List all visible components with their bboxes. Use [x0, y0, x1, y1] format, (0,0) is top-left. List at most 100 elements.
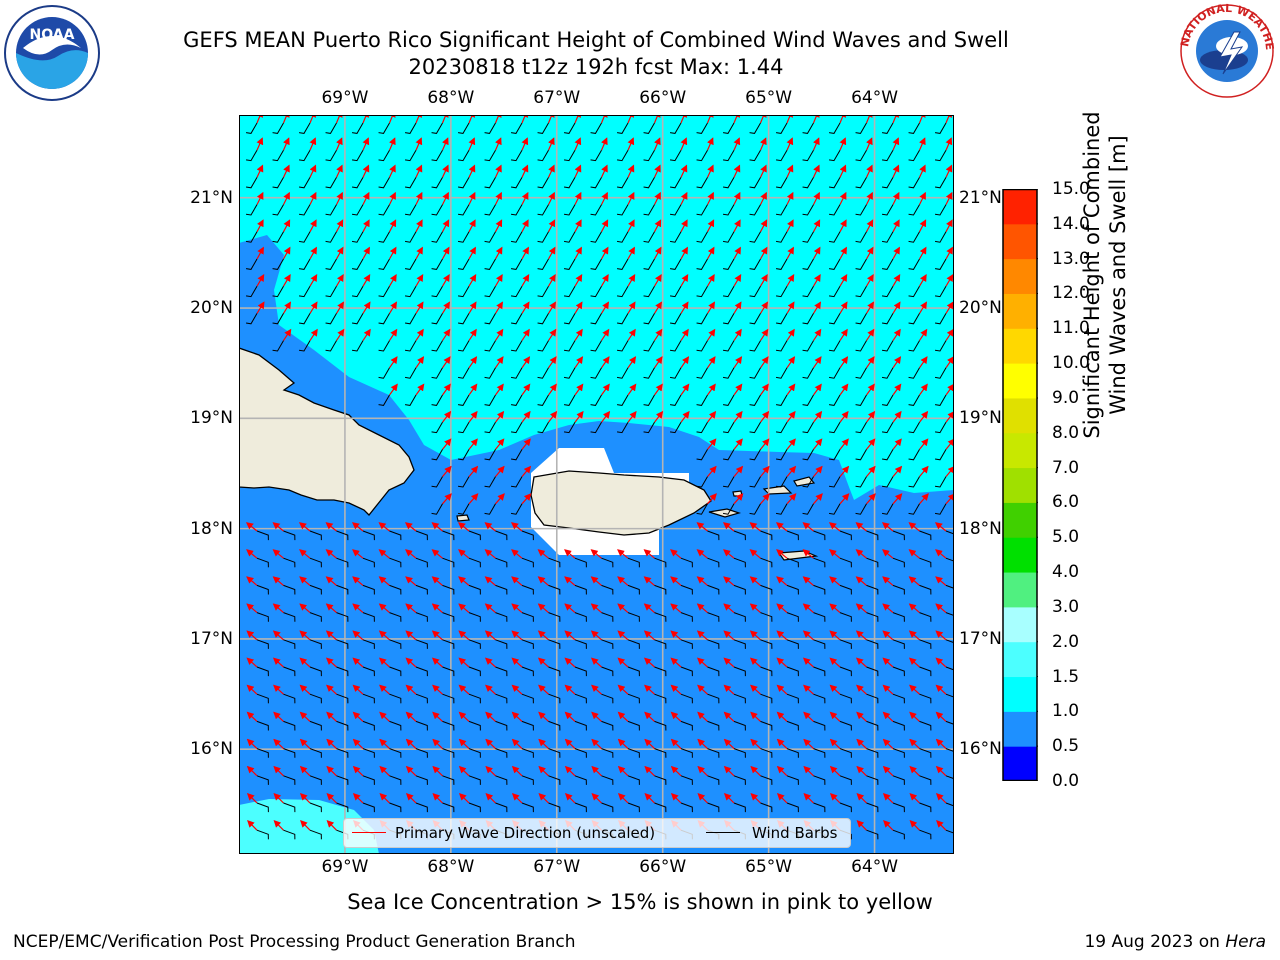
wind-barb [881, 258, 894, 270]
colorbar-tick-label: 13.0 [1052, 248, 1090, 269]
wind-barb [484, 367, 496, 379]
wind-barb [881, 149, 894, 162]
wind-barb [892, 557, 905, 568]
wind-barb [934, 258, 947, 270]
wind-barb [495, 775, 508, 785]
wave-direction-arrow [273, 711, 284, 722]
wave-direction-arrow [335, 273, 344, 287]
wave-direction-arrow [564, 603, 576, 614]
wind-barb [733, 720, 746, 731]
wind-barb [934, 231, 947, 243]
wind-barb [548, 557, 561, 568]
wind-barb [802, 503, 814, 515]
map-legend: Primary Wave Direction (unscaled) Wind B… [343, 818, 851, 848]
wind-barb [855, 394, 867, 406]
wind-barb [484, 122, 496, 134]
wind-barb [484, 340, 496, 352]
wind-barb [919, 693, 932, 704]
wind-barb [722, 476, 735, 488]
wave-direction-arrow [919, 493, 929, 505]
wind-barb [468, 639, 481, 649]
wind-barb [272, 204, 284, 216]
wind-barb [855, 177, 867, 189]
wind-barb [484, 476, 496, 488]
lon-tick-label-top: 69°W [321, 88, 369, 108]
wave-direction-arrow [670, 549, 682, 559]
wind-barb [813, 557, 826, 568]
wave-direction-arrow [865, 115, 873, 124]
wave-direction-arrow [415, 191, 423, 205]
wave-direction-arrow [574, 410, 584, 423]
wind-barb [563, 177, 576, 189]
wind-barb [616, 177, 629, 189]
wind-barb [404, 258, 417, 270]
wind-barb [669, 231, 682, 243]
wind-barb [495, 666, 508, 677]
wave-direction-arrow [644, 792, 655, 804]
wave-direction-arrow [494, 191, 502, 205]
wind-barb [245, 122, 258, 134]
wave-direction-arrow [389, 383, 398, 396]
wave-direction-arrow [431, 657, 443, 668]
wind-barb [590, 149, 602, 162]
wind-barb [298, 231, 311, 243]
wind-barb [749, 421, 761, 434]
wave-direction-arrow [256, 219, 264, 233]
wave-direction-arrow [733, 115, 740, 124]
wind-barb [839, 530, 852, 541]
wave-direction-arrow [432, 765, 443, 777]
wave-direction-arrow [855, 522, 867, 532]
wave-direction-arrow [723, 630, 735, 641]
wind-barb [786, 612, 799, 622]
wave-direction-arrow [431, 630, 443, 641]
wind-barb [707, 584, 720, 595]
wind-barb [722, 421, 735, 434]
wave-direction-arrow [627, 301, 636, 314]
wave-direction-arrow [786, 115, 793, 124]
wave-direction-arrow [282, 301, 292, 314]
wave-direction-arrow [468, 356, 478, 369]
noaa-logo: NOAA [4, 5, 100, 101]
wind-barb [881, 285, 894, 298]
wind-barb [389, 612, 402, 622]
wave-direction-arrow [441, 115, 449, 124]
wind-barb [855, 421, 867, 434]
wind-barb [627, 612, 640, 622]
wind-barb [574, 666, 587, 677]
wind-barb [601, 802, 614, 813]
wave-direction-arrow [362, 191, 370, 205]
wave-direction-arrow [405, 684, 417, 695]
wind-barb [256, 720, 269, 731]
colorbar-segment [1003, 258, 1037, 294]
wave-direction-arrow [415, 328, 424, 341]
wind-barb [415, 720, 428, 731]
wave-direction-arrow [494, 137, 502, 151]
wind-barb [484, 149, 496, 162]
wave-direction-arrow [627, 164, 635, 178]
wind-barb [813, 748, 826, 758]
wave-direction-arrow [485, 711, 496, 722]
wind-barb [601, 612, 614, 622]
wave-direction-arrow [733, 383, 743, 396]
wave-direction-arrow [918, 115, 926, 124]
wind-barb [802, 476, 814, 488]
wind-barb [696, 476, 708, 488]
wave-direction-arrow [802, 549, 814, 559]
wind-barb [866, 666, 879, 677]
wind-barb [802, 177, 814, 189]
wind-barb [866, 584, 879, 595]
wind-barb [298, 285, 311, 298]
wind-barb [510, 149, 523, 162]
wave-direction-arrow [442, 493, 452, 505]
wave-direction-arrow [379, 684, 390, 695]
wind-barb [457, 149, 470, 162]
wave-direction-arrow [866, 438, 876, 450]
wind-barb [378, 340, 390, 352]
wave-direction-arrow [706, 219, 715, 233]
wind-barb [442, 557, 455, 568]
wave-direction-arrow [468, 137, 476, 151]
wind-barb [468, 666, 481, 677]
wave-direction-arrow [601, 410, 611, 423]
wind-barb [325, 313, 337, 325]
wave-direction-arrow [405, 792, 417, 804]
